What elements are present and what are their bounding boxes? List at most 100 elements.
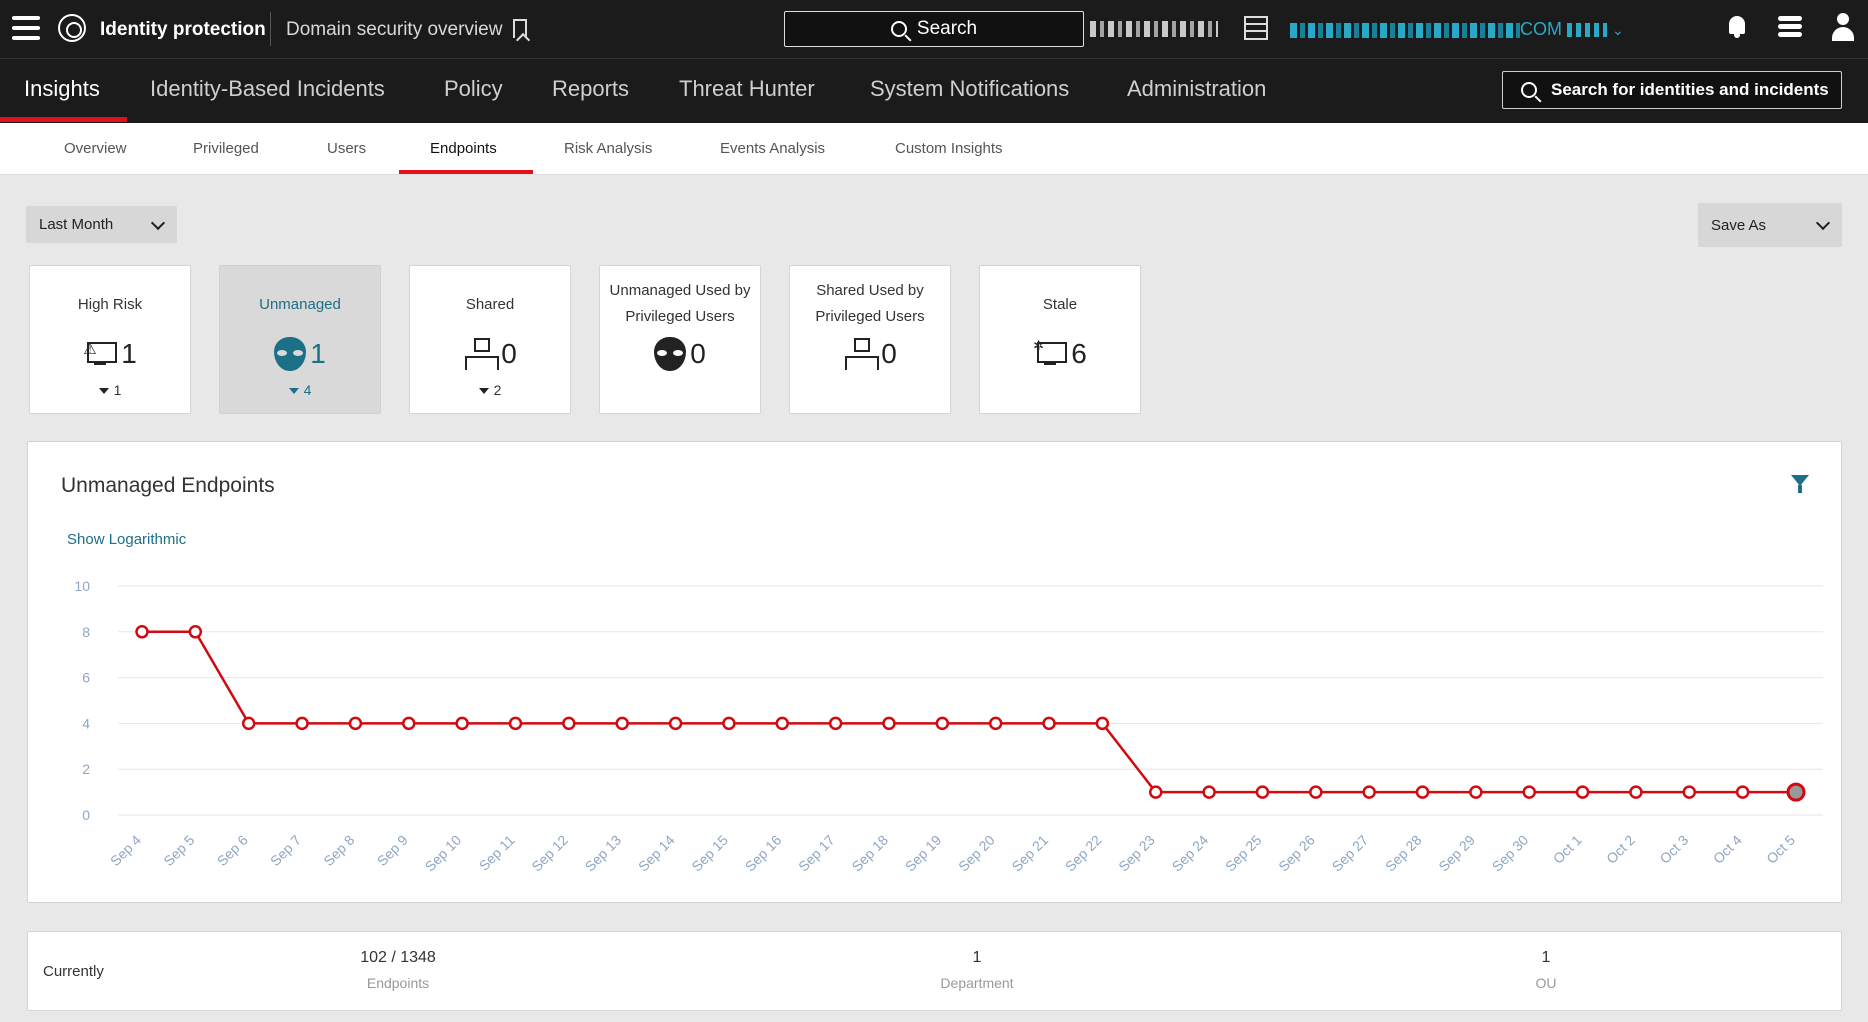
data-point <box>1095 716 1110 731</box>
filter-icon[interactable] <box>1791 475 1809 493</box>
data-point <box>775 716 790 731</box>
tab-users[interactable]: Users <box>327 140 367 157</box>
x-tick-label: Sep 21 <box>1008 832 1051 875</box>
data-point <box>988 716 1003 731</box>
nav-policy[interactable]: Policy <box>444 76 503 101</box>
card-delta: 4 <box>220 382 380 398</box>
search-icon <box>890 21 907 37</box>
network-icon <box>463 338 500 370</box>
hamburger-menu-icon[interactable] <box>12 16 40 40</box>
x-tick-label: Sep 8 <box>320 832 357 869</box>
data-point <box>295 716 309 731</box>
card-high-risk[interactable]: High Risk ⚠ 1 1 <box>29 265 191 414</box>
data-point <box>668 716 683 731</box>
data-point <box>828 716 843 731</box>
period-dropdown[interactable]: Last Month <box>26 206 177 243</box>
data-point <box>935 716 950 731</box>
x-tick-label: Sep 24 <box>1169 832 1212 875</box>
data-point <box>1786 782 1806 802</box>
card-shared[interactable]: Shared 0 2 <box>409 265 571 414</box>
tenant-selector[interactable]: COM ⌄ <box>1290 19 1624 40</box>
y-tick-label: 6 <box>82 670 90 686</box>
data-point <box>1255 785 1270 799</box>
card-label: Shared Used by Privileged Users <box>815 282 925 325</box>
card-value: 6 <box>1071 338 1087 369</box>
stat-ou: 1 OU <box>1446 949 1646 991</box>
data-point <box>882 716 896 731</box>
x-tick-label: Sep 16 <box>742 832 785 875</box>
card-delta: 1 <box>30 382 190 398</box>
save-as-dropdown[interactable]: Save As <box>1698 203 1842 247</box>
tab-privileged[interactable]: Privileged <box>193 140 259 157</box>
stat-department: 1 Department <box>877 949 1077 991</box>
card-stale[interactable]: Stale ✲ 6 <box>979 265 1141 414</box>
card-value: 0 <box>501 338 517 369</box>
search-icon <box>1521 82 1537 98</box>
x-tick-label: Sep 22 <box>1062 832 1105 875</box>
bookmark-icon[interactable] <box>513 19 527 38</box>
stats-label: Currently <box>43 963 104 980</box>
data-point <box>1042 716 1056 731</box>
chart-panel: Unmanaged Endpoints Show Logarithmic 0 2 4… <box>27 441 1842 903</box>
triangle-down-icon <box>288 388 299 394</box>
bell-icon[interactable] <box>1727 14 1747 38</box>
nav-administration[interactable]: Administration <box>1127 76 1267 101</box>
data-point <box>1682 785 1697 799</box>
tab-custom-insights[interactable]: Custom Insights <box>895 140 1003 157</box>
data-point <box>1575 785 1590 799</box>
card-label: High Risk <box>77 296 143 313</box>
tab-endpoints[interactable]: Endpoints <box>430 140 497 157</box>
user-icon[interactable] <box>1830 13 1856 41</box>
card-unmanaged[interactable]: Unmanaged 1 4 <box>219 265 381 414</box>
x-tick-label: Sep 15 <box>688 832 731 875</box>
card-label: Stale <box>1042 296 1078 313</box>
card-shared-privileged[interactable]: Shared Used by Privileged Users 0 <box>789 265 951 414</box>
triangle-down-icon <box>478 388 489 394</box>
show-logarithmic-link[interactable]: Show Logarithmic <box>67 531 187 548</box>
nav-system-notifications[interactable]: System Notifications <box>870 76 1070 101</box>
x-tick-label: Sep 26 <box>1275 832 1318 875</box>
save-as-label: Save As <box>1711 216 1767 234</box>
nav-threat-hunter[interactable]: Threat Hunter <box>679 76 815 101</box>
x-tick-label: Sep 19 <box>902 832 945 875</box>
data-point <box>188 625 203 639</box>
x-tick-label: Sep 25 <box>1222 832 1265 875</box>
series-line <box>142 630 1796 794</box>
triangle-down-icon <box>98 388 109 394</box>
card-value: 1 <box>310 338 326 369</box>
search-button[interactable]: Search <box>784 11 1084 47</box>
fingerprint-logo-icon <box>58 14 86 42</box>
nav-insights[interactable]: Insights <box>24 76 100 101</box>
apps-stack-icon[interactable] <box>1778 16 1802 40</box>
stat-value: 1 <box>1541 949 1551 966</box>
data-point <box>1469 785 1483 799</box>
global-search-input[interactable]: Search for identities and incidents <box>1502 71 1842 109</box>
x-tick-label: Sep 17 <box>795 832 838 875</box>
data-point <box>241 716 256 731</box>
card-value: 0 <box>881 338 897 369</box>
nav-active-indicator <box>0 117 127 122</box>
sub-tabs: Overview Privileged Users Endpoints Risk… <box>0 123 1868 175</box>
x-tick-label: Oct 5 <box>1763 832 1798 867</box>
subtab-active-indicator <box>399 170 533 174</box>
nav-identity-based-incidents[interactable]: Identity-Based Incidents <box>150 76 385 101</box>
nav-reports[interactable]: Reports <box>552 76 630 101</box>
user-name-redacted <box>1090 21 1218 37</box>
page-title: Domain security overview <box>286 19 503 40</box>
card-label: Unmanaged <box>259 296 341 313</box>
card-unmanaged-privileged[interactable]: Unmanaged Used by Privileged Users 0 <box>599 265 761 414</box>
data-point <box>722 716 736 731</box>
tenant-name-redacted-2 <box>1567 23 1608 38</box>
tab-events-analysis[interactable]: Events Analysis <box>720 140 826 157</box>
header-divider <box>270 12 271 46</box>
tab-risk-analysis[interactable]: Risk Analysis <box>564 140 653 157</box>
x-tick-label: Oct 4 <box>1710 832 1745 867</box>
tab-overview[interactable]: Overview <box>64 140 127 157</box>
x-tick-label: Oct 3 <box>1656 832 1691 867</box>
main-nav: Insights Identity-Based Incidents Policy… <box>0 58 1868 123</box>
global-search-placeholder: Search for identities and incidents <box>1551 80 1829 99</box>
server-icon[interactable] <box>1244 16 1268 40</box>
data-point <box>615 716 629 731</box>
x-tick-label: Sep 18 <box>848 832 891 875</box>
stats-panel: Currently 102 / 1348 Endpoints 1 Departm… <box>27 931 1842 1011</box>
